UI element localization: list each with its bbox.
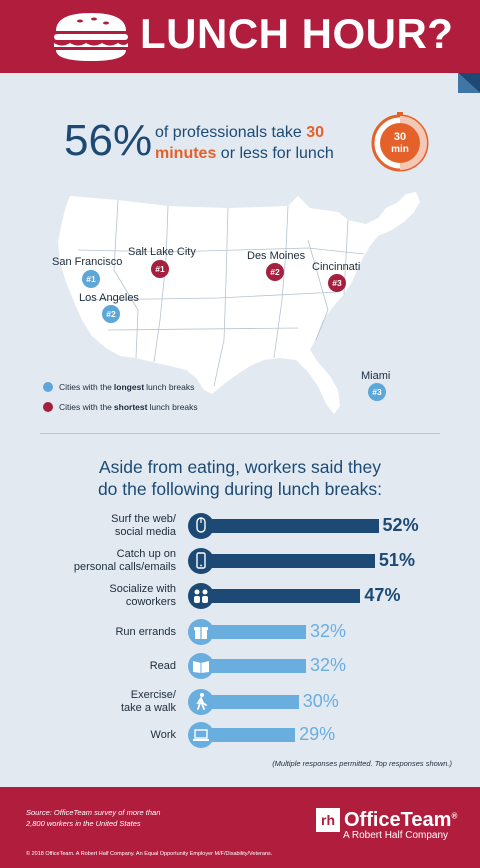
walk-icon — [196, 693, 207, 710]
city-label-cincinnati: Cincinnati — [312, 261, 361, 273]
brand-subtitle: A Robert Half Company — [343, 830, 449, 841]
bar — [190, 589, 361, 603]
bar-label: Read — [149, 660, 176, 672]
bar-label: Surf the web/social media — [111, 513, 176, 538]
stat-percent: 56% — [64, 116, 153, 165]
header-banner: LUNCH HOUR? — [0, 0, 480, 73]
brand-name: OfficeTeam® — [344, 808, 458, 831]
chart-title: Aside from eating, workers said they do … — [97, 457, 383, 499]
pin-salt-lake-city: #1 — [151, 260, 169, 278]
pin-los-angeles: #2 — [102, 305, 120, 323]
brand-mark: rh — [316, 808, 340, 832]
chart-note: (Multiple responses permitted. Top respo… — [272, 759, 452, 768]
bar-label: Exercise/take a walk — [120, 689, 176, 714]
phone-icon — [196, 552, 206, 569]
bar-value: 29% — [299, 724, 336, 744]
sandwich-icon — [54, 13, 128, 61]
bar-label: Work — [150, 729, 176, 741]
legend-shortest: Cities with the shortest lunch breaks — [43, 402, 198, 412]
clock-value: 30 — [394, 131, 406, 143]
city-label-san-francisco: San Francisco — [52, 256, 123, 268]
page-title: LUNCH HOUR? — [140, 10, 454, 57]
bar-label: Run errands — [115, 626, 176, 638]
legend-dot-longest — [43, 382, 53, 392]
people-icon — [194, 589, 208, 603]
bar-value: 52% — [382, 515, 419, 535]
city-label-los-angeles: Los Angeles — [79, 292, 139, 304]
bar — [190, 519, 379, 533]
city-label-salt-lake-city: Salt Lake City — [128, 246, 196, 258]
legend-dot-shortest — [43, 402, 53, 412]
mouse-icon — [196, 517, 206, 533]
city-label-miami: Miami — [361, 370, 391, 382]
legend-longest: Cities with the longest lunch breaks — [43, 382, 194, 392]
stat-description: of professionals take 30 minutes or less… — [155, 124, 334, 162]
pin-san-francisco: #1 — [82, 270, 100, 288]
clock-unit: min — [391, 144, 409, 155]
clock-icon: 30 min — [371, 112, 429, 172]
source-note: Source: OfficeTeam survey of more than 2… — [26, 808, 161, 828]
copyright-text: © 2018 OfficeTeam. A Robert Half Company… — [26, 851, 273, 857]
gift-icon — [194, 627, 208, 639]
bar-label: Socialize with coworkers — [109, 583, 176, 608]
brand-logo: rh OfficeTeam® — [316, 808, 457, 832]
bar-value: 32% — [310, 655, 347, 675]
bar-chart: Surf the web/social media 52% Catch up on p… — [0, 505, 480, 755]
bar — [190, 625, 307, 639]
bar-label: Catch up on personal calls/emails — [73, 548, 176, 573]
laptop-icon — [193, 729, 209, 741]
bar — [190, 554, 375, 568]
bar-value: 32% — [310, 621, 347, 641]
bar — [190, 659, 307, 673]
bar-value: 47% — [364, 585, 401, 605]
city-label-des-moines: Des Moines — [247, 250, 306, 262]
bar-icon-circle — [188, 583, 214, 609]
bar-value: 51% — [378, 550, 415, 570]
book-icon — [193, 661, 209, 673]
section-divider — [40, 433, 440, 434]
us-map — [58, 192, 420, 414]
bar-value: 30% — [302, 691, 339, 711]
corner-fold — [458, 73, 480, 93]
pin-miami: #3 — [368, 383, 386, 401]
bar-icon-circle — [188, 722, 214, 748]
bar — [190, 728, 296, 742]
bar — [190, 695, 299, 709]
footer-banner — [0, 787, 480, 868]
pin-des-moines: #2 — [266, 263, 284, 281]
pin-cincinnati: #3 — [328, 274, 346, 292]
